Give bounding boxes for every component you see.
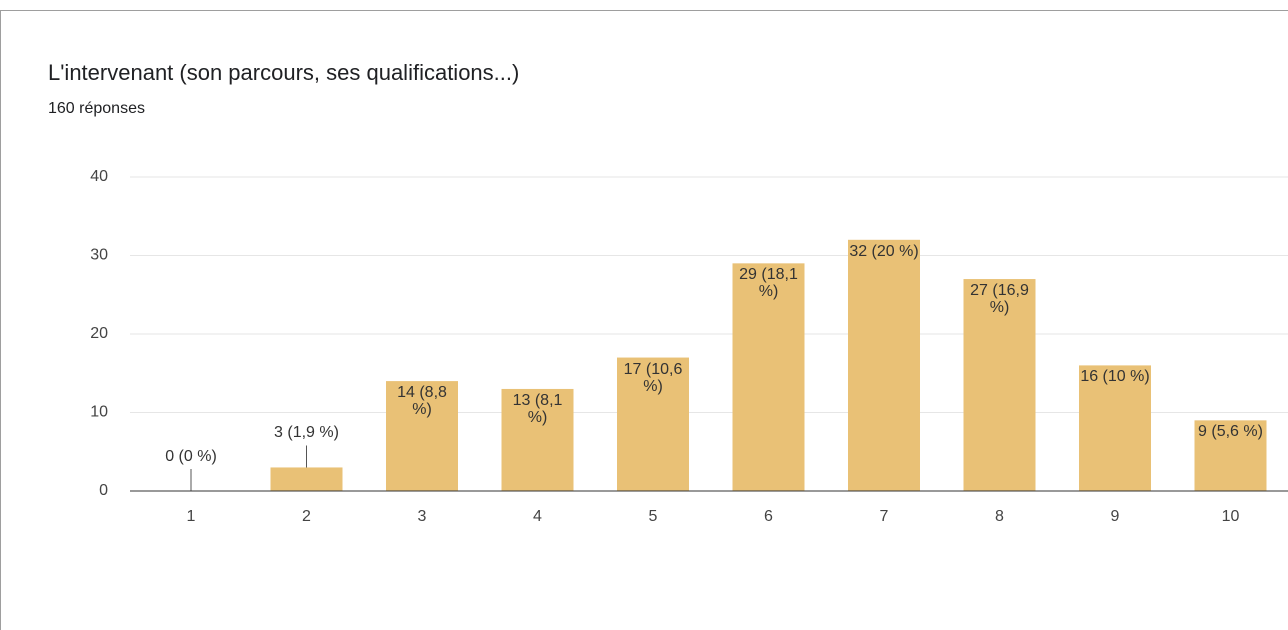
data-label: 3 (1,9 %): [274, 424, 339, 442]
data-label: 13 (8,1 %): [512, 391, 563, 426]
x-tick-label: 6: [764, 508, 773, 525]
bar: [732, 263, 805, 491]
bar: [1079, 365, 1151, 491]
y-tick-label: 20: [90, 325, 108, 342]
bar: [1194, 420, 1267, 491]
bar: [848, 239, 920, 491]
y-tick-label: 30: [90, 247, 108, 264]
bar: [386, 381, 458, 491]
chart-title: L'intervenant (son parcours, ses qualifi…: [48, 60, 520, 85]
bar: [963, 279, 1036, 491]
data-label: 27 (16,9 %): [970, 282, 1029, 317]
bar: [501, 388, 574, 491]
x-tick-label: 1: [187, 508, 196, 525]
data-label: 14 (8,8 %): [397, 384, 447, 419]
y-tick-label: 40: [90, 168, 108, 185]
data-label: 17 (10,6 %): [623, 360, 683, 395]
x-tick-label: 5: [649, 508, 658, 525]
x-tick-label: 7: [880, 508, 889, 525]
x-tick-label: 9: [1111, 508, 1120, 525]
x-tick-label: 2: [302, 508, 311, 525]
bar: [270, 467, 343, 491]
x-tick-label: 8: [995, 508, 1004, 525]
chart-subtitle: 160 réponses: [48, 100, 145, 117]
x-tick-label: 4: [533, 508, 542, 525]
data-label: 16 (10 %): [1080, 368, 1150, 386]
data-label: 0 (0 %): [165, 448, 217, 465]
x-tick-label: 3: [418, 508, 427, 525]
chart-frame: [0, 10, 1288, 630]
chart: 0 10 20 30 40 1 2 3 4 5 6 7 8 9 10: [90, 168, 1288, 525]
data-label: 9 (5,6 %): [1198, 423, 1263, 441]
x-tick-label: 10: [1222, 508, 1240, 525]
data-label: 32 (20 %): [849, 242, 919, 260]
y-tick-label: 10: [90, 404, 108, 421]
page: {"chart_data": {"type": "bar", "title": …: [0, 10, 1288, 630]
y-tick-label: 0: [99, 482, 108, 499]
data-label: 29 (18,1 %): [739, 266, 798, 301]
bar: [617, 357, 689, 491]
